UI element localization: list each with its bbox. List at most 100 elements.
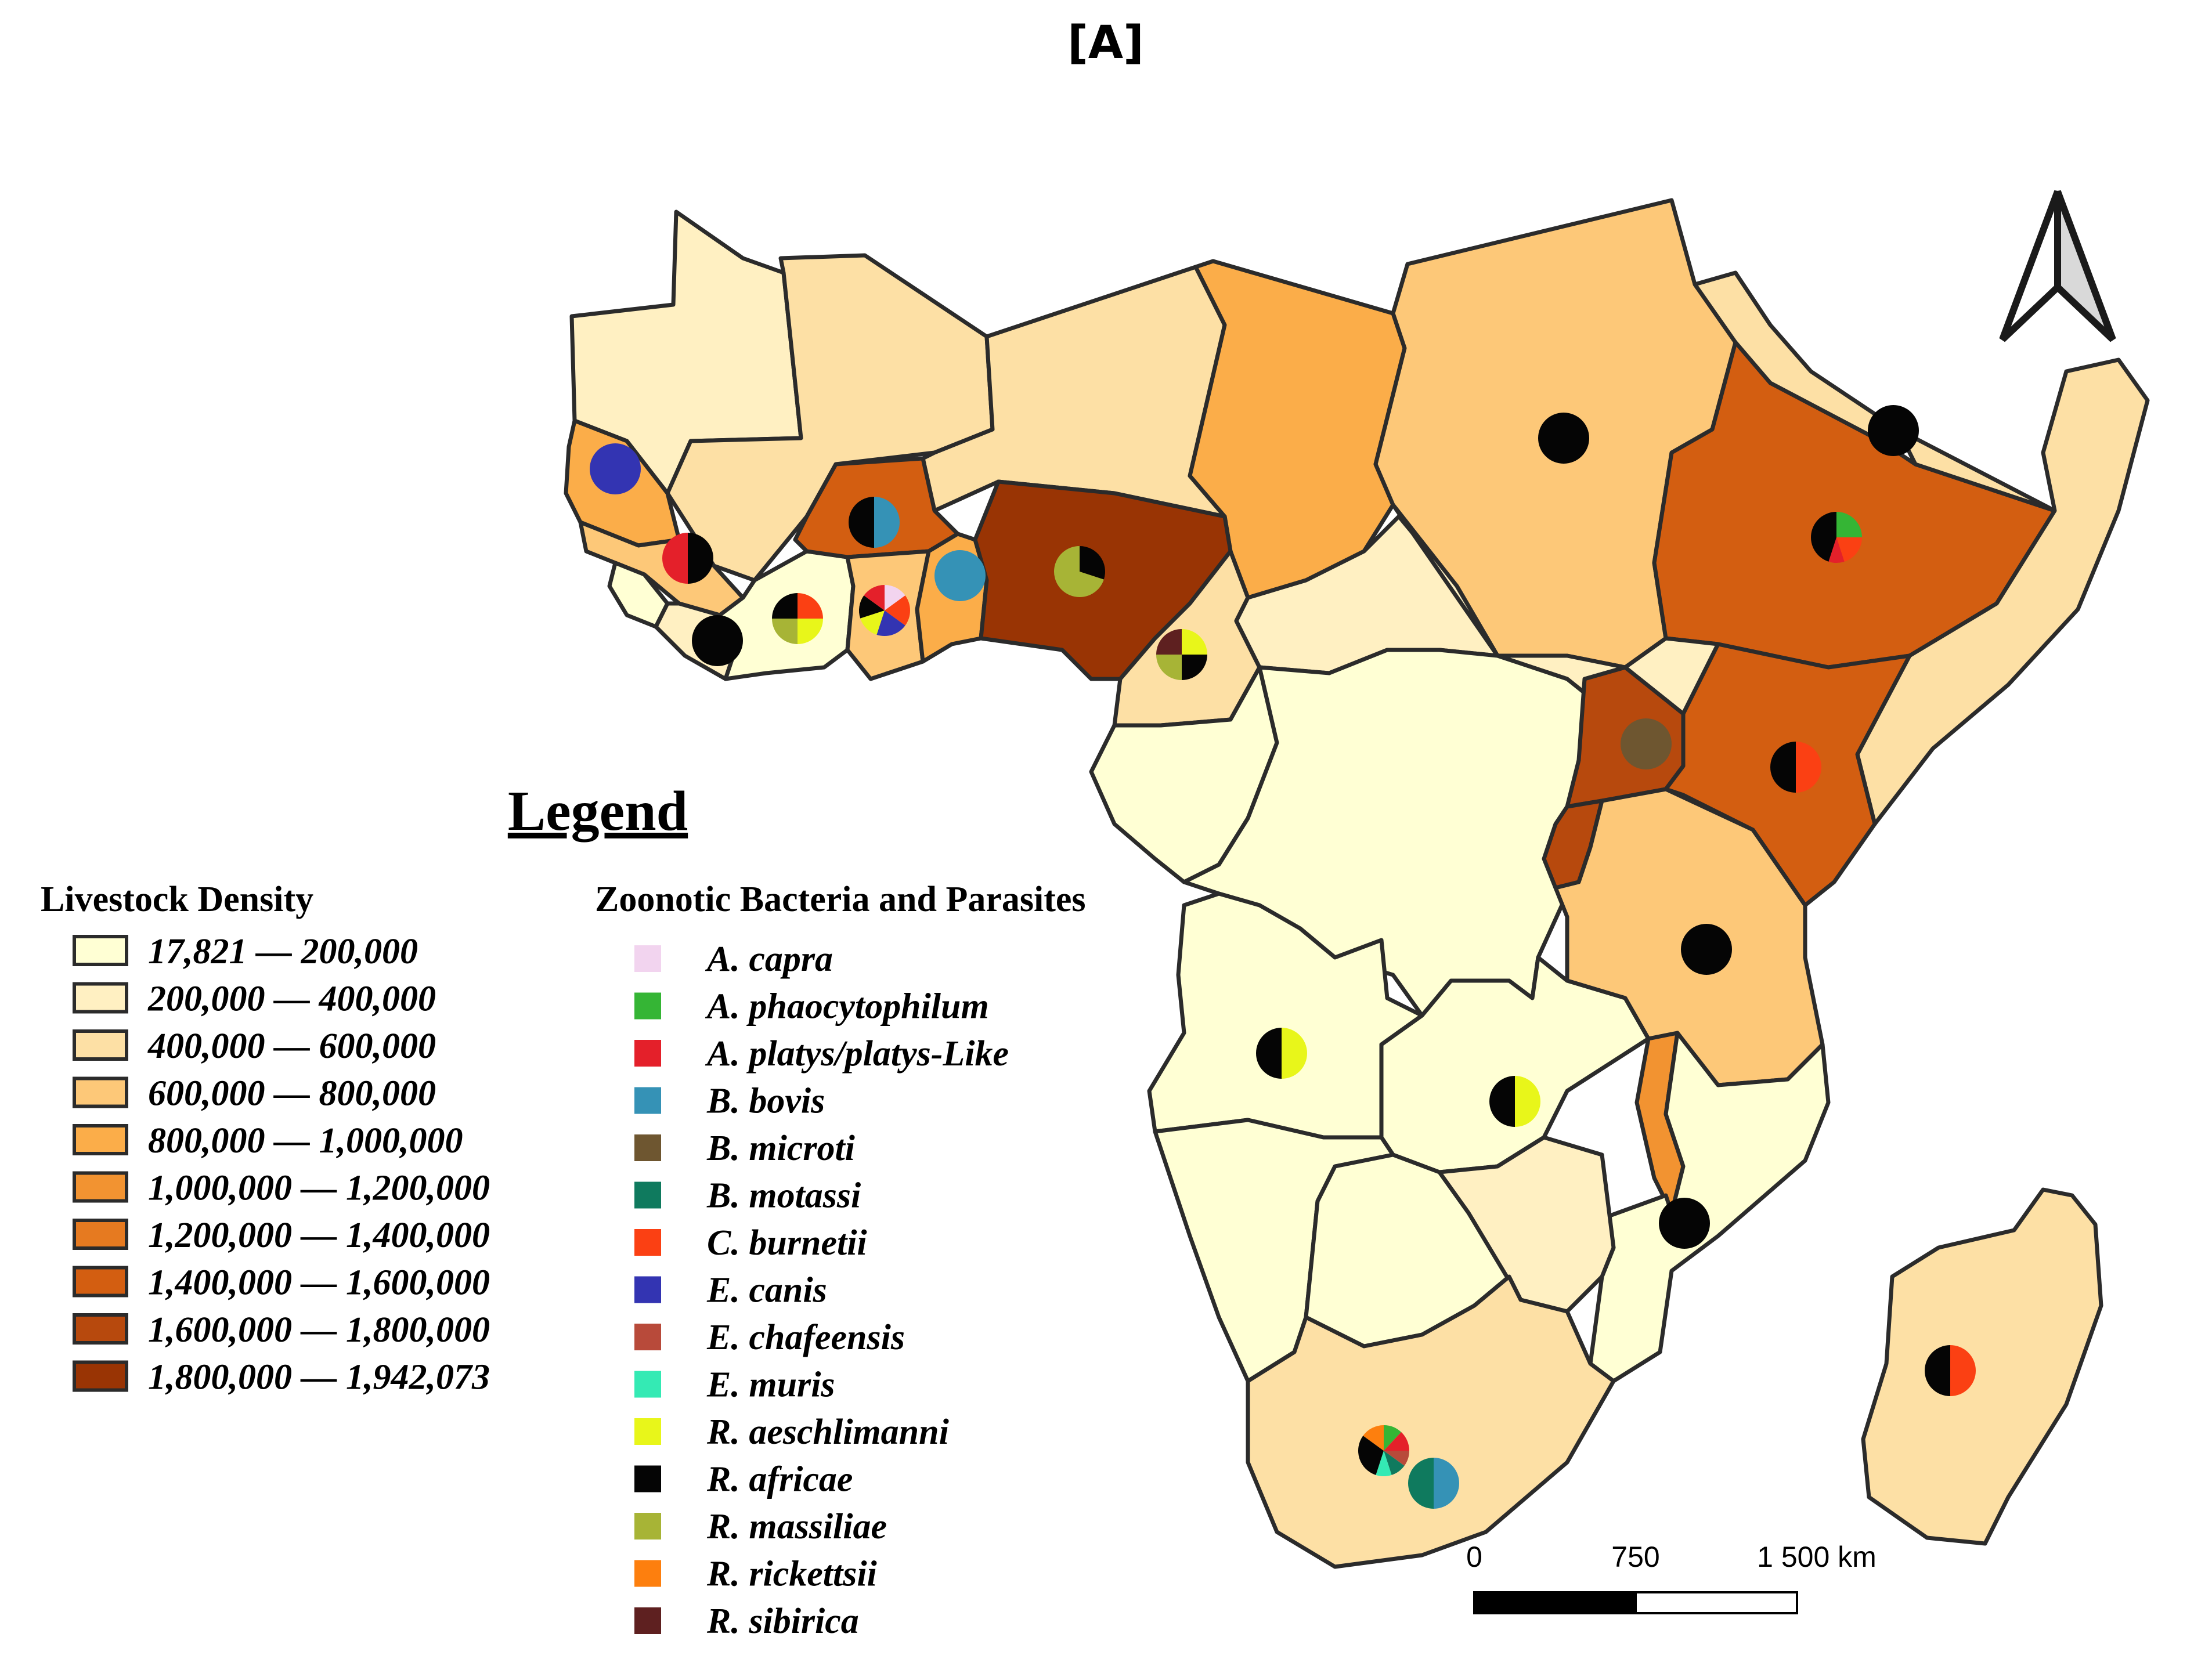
pathogen-swatch	[634, 1371, 661, 1398]
pathogen-label: E. muris	[706, 1365, 835, 1405]
marker-ethiopia[interactable]	[1811, 512, 1862, 563]
pie-slice-r-aeschlimanni	[798, 619, 823, 644]
pie-slice-r-africae	[1538, 413, 1589, 464]
pie-slice-r-massiliae	[1156, 655, 1182, 680]
pathogen-label: A. phaocytophilum	[705, 987, 989, 1027]
density-label: 800,000 — 1,000,000	[148, 1121, 463, 1161]
density-label: 1,800,000 — 1,942,073	[148, 1358, 490, 1397]
density-label: 1,200,000 — 1,400,000	[148, 1216, 490, 1255]
marker-ghana[interactable]	[859, 585, 911, 636]
pie-slice-a-platys-platys-like	[864, 585, 885, 610]
marker-tanzania[interactable]	[1681, 924, 1732, 975]
marker-burkina-faso[interactable]	[849, 497, 900, 548]
pie-slice-b-microti	[1621, 718, 1672, 769]
marker-malawi[interactable]	[1659, 1198, 1710, 1249]
marker-uganda[interactable]	[1621, 718, 1672, 769]
density-label: 200,000 — 400,000	[147, 980, 436, 1019]
marker-south-africa-2[interactable]	[1408, 1458, 1459, 1509]
pathogen-swatch	[634, 1229, 661, 1256]
pie-slice-r-africae	[1080, 546, 1105, 580]
scale-label-0: 0	[1466, 1541, 1482, 1573]
pathogen-label: R. massiliae	[706, 1507, 887, 1546]
marker-kenya[interactable]	[1770, 742, 1821, 793]
pie-slice-b-motassi	[1408, 1458, 1434, 1509]
country-madagascar	[1861, 1187, 2103, 1546]
marker-togo-benin[interactable]	[934, 550, 986, 601]
pie-slice-r-africae	[1659, 1198, 1710, 1249]
pie-slice-r-africae	[1770, 742, 1796, 793]
country-somalia	[1855, 357, 2150, 826]
pie-slice-e-canis	[590, 443, 641, 494]
north-arrow-icon	[1999, 190, 2116, 342]
pathogen-label: A. capra	[705, 939, 833, 979]
marker-liberia[interactable]	[692, 615, 743, 666]
pie-slice-r-africae	[1811, 512, 1836, 562]
pathogen-marker-layer	[590, 405, 1976, 1509]
marker-cote-divoire[interactable]	[772, 593, 823, 644]
pathogen-label: R. africae	[706, 1460, 853, 1499]
pie-slice-r-africae	[692, 615, 743, 666]
marker-eritrea[interactable]	[1868, 405, 1919, 456]
density-swatch	[73, 1360, 128, 1392]
pie-slice-c-burnetii	[798, 593, 823, 619]
pathogen-swatch	[634, 1276, 661, 1303]
pie-slice-r-africae	[1868, 405, 1919, 456]
pie-slice-e-canis	[876, 610, 905, 636]
pie-slice-r-aeschlimanni	[1515, 1076, 1540, 1127]
pathogen-label: R. rickettsii	[706, 1555, 877, 1594]
density-swatch	[73, 1124, 128, 1155]
marker-south-africa-1[interactable]	[1358, 1425, 1409, 1476]
pie-slice-a-platys-platys-like	[1384, 1432, 1409, 1451]
marker-senegal[interactable]	[590, 443, 641, 494]
scale-bar-segment-dark	[1473, 1591, 1637, 1614]
marker-nigeria[interactable]	[1054, 546, 1105, 597]
pathogen-label: B. motassi	[706, 1176, 861, 1216]
density-legend-items: 17,821 — 200,000 200,000 — 400,000 400,000…	[73, 932, 490, 1397]
pie-slice-r-massiliae	[772, 619, 798, 644]
marker-guinea[interactable]	[662, 533, 713, 584]
pathogen-legend-heading: Zoonotic Bacteria and Parasites	[595, 880, 1086, 919]
pie-slice-e-chafeensis	[1384, 1451, 1409, 1466]
marker-angola[interactable]	[1256, 1028, 1307, 1079]
pathogen-label: C. burnetii	[707, 1223, 867, 1263]
pathogen-swatch	[634, 945, 661, 972]
pie-slice-r-sibirica	[1156, 629, 1182, 655]
country-mozambique	[1588, 1031, 1831, 1383]
marker-madagascar[interactable]	[1925, 1345, 1976, 1396]
density-swatch	[73, 982, 128, 1014]
country-south-africa	[1246, 1274, 1616, 1569]
pie-slice-a-phaocytophilum	[1384, 1425, 1402, 1451]
pie-slice-r-africae	[772, 593, 798, 619]
pathogen-label: B. microti	[706, 1129, 855, 1168]
pie-slice-r-aeschlimanni	[1182, 629, 1207, 655]
density-swatch	[73, 1219, 128, 1250]
marker-sudan[interactable]	[1538, 413, 1589, 464]
density-swatch	[73, 1076, 128, 1108]
pie-slice-e-muris	[1376, 1451, 1392, 1476]
density-swatch	[73, 1266, 128, 1298]
pathogen-label: R. sibirica	[706, 1602, 859, 1641]
pathogen-swatch	[634, 1087, 661, 1114]
density-label: 1,000,000 — 1,200,000	[148, 1169, 490, 1208]
pie-slice-r-africae	[849, 497, 874, 548]
panel-label: [A]	[1067, 17, 1144, 69]
pathogen-label: E. canis	[706, 1271, 827, 1310]
marker-zambia[interactable]	[1489, 1076, 1540, 1127]
density-label: 1,400,000 — 1,600,000	[148, 1263, 490, 1303]
pie-slice-r-africae	[1182, 655, 1207, 680]
pathogen-swatch	[634, 1607, 661, 1634]
pie-slice-r-africae	[1358, 1436, 1384, 1475]
country-zimbabwe	[1437, 1135, 1616, 1314]
legend-title: Legend	[508, 780, 688, 843]
pie-slice-b-bovis	[874, 497, 900, 548]
pie-slice-b-bovis	[1434, 1458, 1459, 1509]
pie-slice-r-africae	[859, 595, 885, 619]
density-swatch	[73, 1029, 128, 1061]
pie-slice-r-africae	[1681, 924, 1732, 975]
marker-cameroon[interactable]	[1156, 629, 1207, 680]
pathogen-swatch	[634, 1324, 661, 1350]
pie-slice-a-platys-platys-like	[1828, 537, 1845, 563]
pathogen-swatch	[634, 1465, 661, 1492]
pathogen-swatch	[634, 1040, 661, 1067]
